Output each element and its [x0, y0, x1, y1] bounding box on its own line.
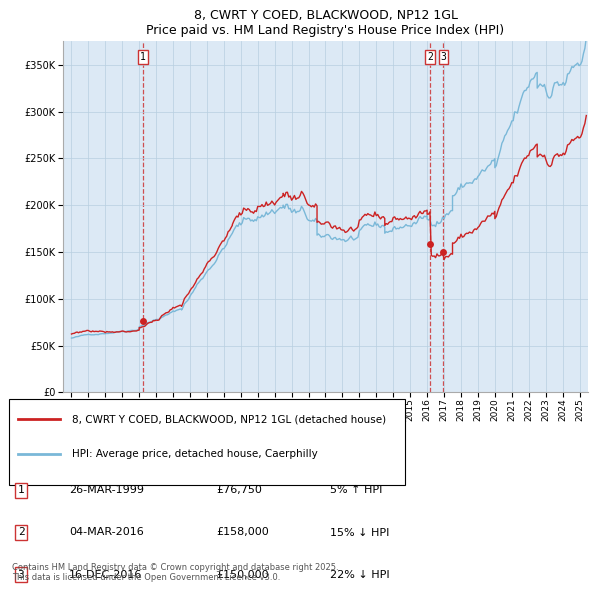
Text: 2: 2: [427, 52, 433, 62]
Text: 22% ↓ HPI: 22% ↓ HPI: [330, 570, 389, 579]
Title: 8, CWRT Y COED, BLACKWOOD, NP12 1GL
Price paid vs. HM Land Registry's House Pric: 8, CWRT Y COED, BLACKWOOD, NP12 1GL Pric…: [146, 9, 505, 37]
FancyBboxPatch shape: [9, 399, 405, 486]
Text: 2: 2: [17, 527, 25, 537]
Text: 3: 3: [440, 52, 446, 62]
Text: 1: 1: [140, 52, 146, 62]
Text: £150,000: £150,000: [216, 570, 269, 579]
Text: 26-MAR-1999: 26-MAR-1999: [69, 486, 144, 495]
Text: £76,750: £76,750: [216, 486, 262, 495]
Text: 3: 3: [17, 570, 25, 579]
Text: 8, CWRT Y COED, BLACKWOOD, NP12 1GL (detached house): 8, CWRT Y COED, BLACKWOOD, NP12 1GL (det…: [72, 414, 386, 424]
Text: 5% ↑ HPI: 5% ↑ HPI: [330, 486, 382, 495]
Text: £158,000: £158,000: [216, 527, 269, 537]
Text: Contains HM Land Registry data © Crown copyright and database right 2025.
This d: Contains HM Land Registry data © Crown c…: [12, 563, 338, 582]
Text: 15% ↓ HPI: 15% ↓ HPI: [330, 527, 389, 537]
Text: HPI: Average price, detached house, Caerphilly: HPI: Average price, detached house, Caer…: [72, 449, 318, 459]
Text: 16-DEC-2016: 16-DEC-2016: [69, 570, 142, 579]
Text: 04-MAR-2016: 04-MAR-2016: [69, 527, 144, 537]
Text: 1: 1: [17, 486, 25, 495]
